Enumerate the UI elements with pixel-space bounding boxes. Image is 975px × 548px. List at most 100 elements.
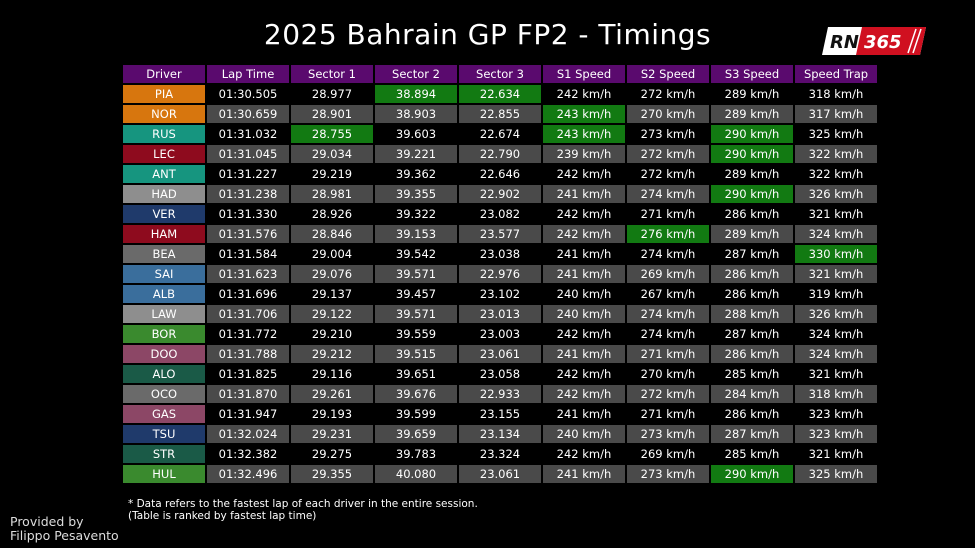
s3-speed-cell: 290 km/h bbox=[711, 465, 793, 483]
sector-3-cell: 22.634 bbox=[459, 85, 541, 103]
sector-1-cell: 29.137 bbox=[291, 285, 373, 303]
speed-trap-cell: 323 km/h bbox=[795, 425, 877, 443]
speed-trap-cell: 321 km/h bbox=[795, 365, 877, 383]
s2-speed-cell: 267 km/h bbox=[627, 285, 709, 303]
table-row: DOO 01:31.788 29.212 39.515 23.061 241 km/h 27… bbox=[123, 345, 877, 363]
svg-text:365: 365 bbox=[864, 32, 902, 53]
driver-cell: TSU bbox=[123, 425, 205, 443]
sector-3-cell: 22.976 bbox=[459, 265, 541, 283]
s2-speed-cell: 270 km/h bbox=[627, 105, 709, 123]
sector-1-cell: 28.981 bbox=[291, 185, 373, 203]
s3-speed-cell: 289 km/h bbox=[711, 165, 793, 183]
s1-speed-cell: 241 km/h bbox=[543, 345, 625, 363]
s3-speed-cell: 285 km/h bbox=[711, 445, 793, 463]
credit: Provided by Filippo Pesavento bbox=[10, 515, 119, 543]
sector-2-cell: 39.542 bbox=[375, 245, 457, 263]
sector-3-cell: 23.082 bbox=[459, 205, 541, 223]
sector-3-cell: 23.155 bbox=[459, 405, 541, 423]
svg-text:RN: RN bbox=[830, 32, 859, 53]
driver-cell: BOR bbox=[123, 325, 205, 343]
sector-3-cell: 23.058 bbox=[459, 365, 541, 383]
sector-1-cell: 29.219 bbox=[291, 165, 373, 183]
s3-speed-cell: 286 km/h bbox=[711, 265, 793, 283]
speed-trap-cell: 325 km/h bbox=[795, 465, 877, 483]
table-row: OCO 01:31.870 29.261 39.676 22.933 242 km/h 27… bbox=[123, 385, 877, 403]
s3-speed-cell: 290 km/h bbox=[711, 145, 793, 163]
sector-1-cell: 29.231 bbox=[291, 425, 373, 443]
s1-speed-cell: 242 km/h bbox=[543, 225, 625, 243]
sector-1-cell: 28.846 bbox=[291, 225, 373, 243]
s2-speed-cell: 271 km/h bbox=[627, 345, 709, 363]
sector-3-cell: 22.855 bbox=[459, 105, 541, 123]
table-row: STR 01:32.382 29.275 39.783 23.324 242 km/h 26… bbox=[123, 445, 877, 463]
driver-cell: SAI bbox=[123, 265, 205, 283]
table-row: VER 01:31.330 28.926 39.322 23.082 242 km/h 27… bbox=[123, 205, 877, 223]
driver-cell: ANT bbox=[123, 165, 205, 183]
lap-time-cell: 01:31.947 bbox=[207, 405, 289, 423]
s1-speed-cell: 242 km/h bbox=[543, 165, 625, 183]
s2-speed-cell: 270 km/h bbox=[627, 365, 709, 383]
lap-time-cell: 01:30.659 bbox=[207, 105, 289, 123]
sector-2-cell: 40.080 bbox=[375, 465, 457, 483]
s3-speed-cell: 284 km/h bbox=[711, 385, 793, 403]
sector-1-cell: 29.004 bbox=[291, 245, 373, 263]
table-row: LAW 01:31.706 29.122 39.571 23.013 240 km/h 27… bbox=[123, 305, 877, 323]
lap-time-cell: 01:31.623 bbox=[207, 265, 289, 283]
driver-cell: DOO bbox=[123, 345, 205, 363]
s1-speed-cell: 242 km/h bbox=[543, 385, 625, 403]
table-row: SAI 01:31.623 29.076 39.571 22.976 241 km/h 26… bbox=[123, 265, 877, 283]
page-title: 2025 Bahrain GP FP2 - Timings bbox=[263, 18, 712, 51]
sector-3-cell: 23.324 bbox=[459, 445, 541, 463]
table-row: RUS 01:31.032 28.755 39.603 22.674 243 km/h 27… bbox=[123, 125, 877, 143]
s2-speed-cell: 272 km/h bbox=[627, 145, 709, 163]
table-row: BOR 01:31.772 29.210 39.559 23.003 242 km/h 27… bbox=[123, 325, 877, 343]
sector-3-cell: 23.134 bbox=[459, 425, 541, 443]
s1-speed-cell: 241 km/h bbox=[543, 245, 625, 263]
s2-speed-cell: 273 km/h bbox=[627, 465, 709, 483]
s2-speed-cell: 274 km/h bbox=[627, 325, 709, 343]
lap-time-cell: 01:31.870 bbox=[207, 385, 289, 403]
sector-1-cell: 29.275 bbox=[291, 445, 373, 463]
s2-speed-cell: 272 km/h bbox=[627, 85, 709, 103]
sector-2-cell: 39.457 bbox=[375, 285, 457, 303]
driver-cell: HAM bbox=[123, 225, 205, 243]
speed-trap-cell: 325 km/h bbox=[795, 125, 877, 143]
credit-line-1: Provided by bbox=[10, 514, 84, 529]
sector-1-cell: 28.901 bbox=[291, 105, 373, 123]
table-row: NOR 01:30.659 28.901 38.903 22.855 243 km/h 27… bbox=[123, 105, 877, 123]
sector-1-cell: 29.212 bbox=[291, 345, 373, 363]
speed-trap-cell: 317 km/h bbox=[795, 105, 877, 123]
s1-speed-cell: 240 km/h bbox=[543, 285, 625, 303]
sector-1-cell: 29.193 bbox=[291, 405, 373, 423]
s3-speed-cell: 290 km/h bbox=[711, 185, 793, 203]
table-row: PIA 01:30.505 28.977 38.894 22.634 242 km/h 27… bbox=[123, 85, 877, 103]
speed-trap-cell: 318 km/h bbox=[795, 85, 877, 103]
s1-speed-cell: 242 km/h bbox=[543, 445, 625, 463]
s3-speed-cell: 286 km/h bbox=[711, 205, 793, 223]
s1-speed-cell: 240 km/h bbox=[543, 305, 625, 323]
s1-speed-cell: 242 km/h bbox=[543, 85, 625, 103]
rn365-logo: RN 365 bbox=[822, 27, 926, 55]
s3-speed-cell: 287 km/h bbox=[711, 245, 793, 263]
speed-trap-cell: 323 km/h bbox=[795, 405, 877, 423]
s2-speed-cell: 273 km/h bbox=[627, 125, 709, 143]
sector-1-cell: 28.755 bbox=[291, 125, 373, 143]
column-header: Driver bbox=[123, 65, 205, 83]
speed-trap-cell: 318 km/h bbox=[795, 385, 877, 403]
s2-speed-cell: 269 km/h bbox=[627, 265, 709, 283]
speed-trap-cell: 330 km/h bbox=[795, 245, 877, 263]
table-row: TSU 01:32.024 29.231 39.659 23.134 240 km/h 27… bbox=[123, 425, 877, 443]
sector-1-cell: 28.926 bbox=[291, 205, 373, 223]
sector-2-cell: 39.599 bbox=[375, 405, 457, 423]
s3-speed-cell: 285 km/h bbox=[711, 365, 793, 383]
driver-cell: HAD bbox=[123, 185, 205, 203]
column-header: S2 Speed bbox=[627, 65, 709, 83]
speed-trap-cell: 322 km/h bbox=[795, 165, 877, 183]
credit-line-2: Filippo Pesavento bbox=[10, 528, 119, 543]
sector-2-cell: 39.659 bbox=[375, 425, 457, 443]
s1-speed-cell: 241 km/h bbox=[543, 405, 625, 423]
speed-trap-cell: 322 km/h bbox=[795, 145, 877, 163]
s3-speed-cell: 290 km/h bbox=[711, 125, 793, 143]
table-row: LEC 01:31.045 29.034 39.221 22.790 239 km/h 27… bbox=[123, 145, 877, 163]
timings-table: Driver Lap Time Sector 1 Sector 2 Sector 3 S1… bbox=[121, 63, 879, 485]
